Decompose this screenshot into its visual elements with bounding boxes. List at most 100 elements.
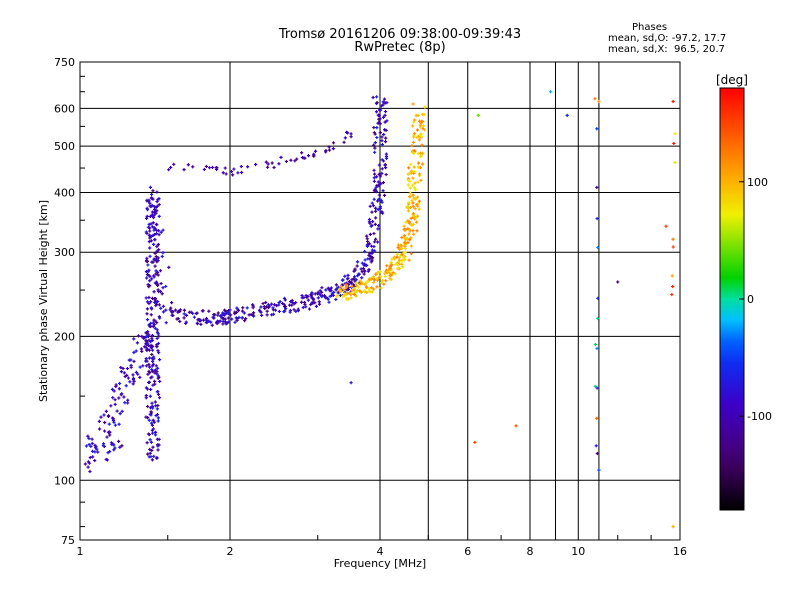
data-point <box>157 358 162 362</box>
data-point <box>253 162 258 167</box>
data-point <box>207 309 211 313</box>
data-point <box>329 288 333 292</box>
data-point <box>176 310 180 314</box>
data-point <box>344 292 348 296</box>
data-point <box>374 216 378 220</box>
data-point <box>361 266 366 271</box>
data-point <box>146 416 150 420</box>
data-point <box>152 454 156 458</box>
data-point <box>191 165 195 169</box>
data-point <box>150 367 154 372</box>
data-point <box>410 124 415 128</box>
data-point <box>148 394 152 398</box>
data-point <box>184 321 188 326</box>
y-tick-label: 200 <box>54 330 75 343</box>
data-point <box>240 170 244 175</box>
data-point <box>376 113 380 117</box>
data-point <box>152 379 157 383</box>
data-point <box>354 284 358 288</box>
data-point <box>382 128 387 132</box>
data-point <box>393 272 397 276</box>
data-point <box>376 240 380 244</box>
data-point <box>182 316 186 320</box>
data-point <box>593 97 597 101</box>
data-point <box>365 290 369 295</box>
data-point <box>372 231 376 236</box>
data-point <box>145 387 150 391</box>
data-point <box>353 267 357 271</box>
data-point <box>111 418 116 422</box>
data-point <box>155 321 159 325</box>
data-point <box>293 159 297 163</box>
data-point <box>376 224 381 228</box>
data-point <box>359 282 363 286</box>
data-point <box>148 185 153 190</box>
data-point <box>148 254 152 258</box>
data-point <box>209 320 213 324</box>
data-point <box>670 292 674 297</box>
data-point <box>145 318 150 322</box>
data-point <box>381 100 385 104</box>
data-point <box>229 313 233 317</box>
data-point <box>145 231 149 236</box>
data-point <box>408 238 412 242</box>
data-point <box>413 118 417 122</box>
data-point <box>671 525 675 529</box>
data-point <box>416 204 420 208</box>
data-point <box>672 141 676 146</box>
data-point <box>169 165 173 170</box>
data-point <box>412 120 416 124</box>
data-point <box>300 293 304 298</box>
data-point <box>153 382 157 386</box>
data-point <box>296 307 300 311</box>
data-point <box>299 300 304 304</box>
data-point <box>407 200 411 205</box>
data-point <box>111 396 115 400</box>
data-point <box>411 229 415 233</box>
data-point <box>327 300 331 304</box>
data-point <box>126 401 130 405</box>
data-point <box>382 97 387 101</box>
data-point <box>154 222 158 226</box>
data-point <box>119 370 124 374</box>
data-point <box>198 318 202 322</box>
data-point <box>151 324 155 328</box>
data-point <box>153 238 157 242</box>
data-point <box>144 296 148 300</box>
data-point <box>362 272 366 276</box>
data-point <box>374 190 378 194</box>
data-point <box>271 306 275 310</box>
data-point <box>412 165 416 169</box>
data-point <box>375 175 379 179</box>
data-point <box>155 336 159 341</box>
data-point <box>228 308 232 312</box>
data-point <box>326 297 330 301</box>
data-point <box>413 181 417 185</box>
data-point <box>155 270 160 274</box>
data-point <box>372 197 376 201</box>
data-point <box>132 337 136 341</box>
data-point <box>410 144 414 148</box>
data-point <box>93 458 97 463</box>
data-point <box>378 131 382 135</box>
data-point <box>596 316 600 321</box>
data-point <box>384 279 388 283</box>
data-point <box>302 295 306 300</box>
data-point <box>145 214 149 218</box>
data-point <box>408 191 412 195</box>
data-point <box>153 209 157 213</box>
data-point <box>126 376 131 380</box>
data-point <box>178 319 182 324</box>
data-point <box>156 419 160 423</box>
data-point <box>413 188 418 192</box>
data-point <box>150 348 155 352</box>
y-tick-label: 300 <box>54 246 75 259</box>
data-point <box>149 345 153 349</box>
data-point <box>147 199 151 203</box>
data-point <box>416 214 420 218</box>
data-point <box>331 141 336 145</box>
data-point <box>369 254 373 259</box>
data-point <box>132 359 136 364</box>
data-point <box>148 451 152 455</box>
data-point <box>380 200 384 204</box>
